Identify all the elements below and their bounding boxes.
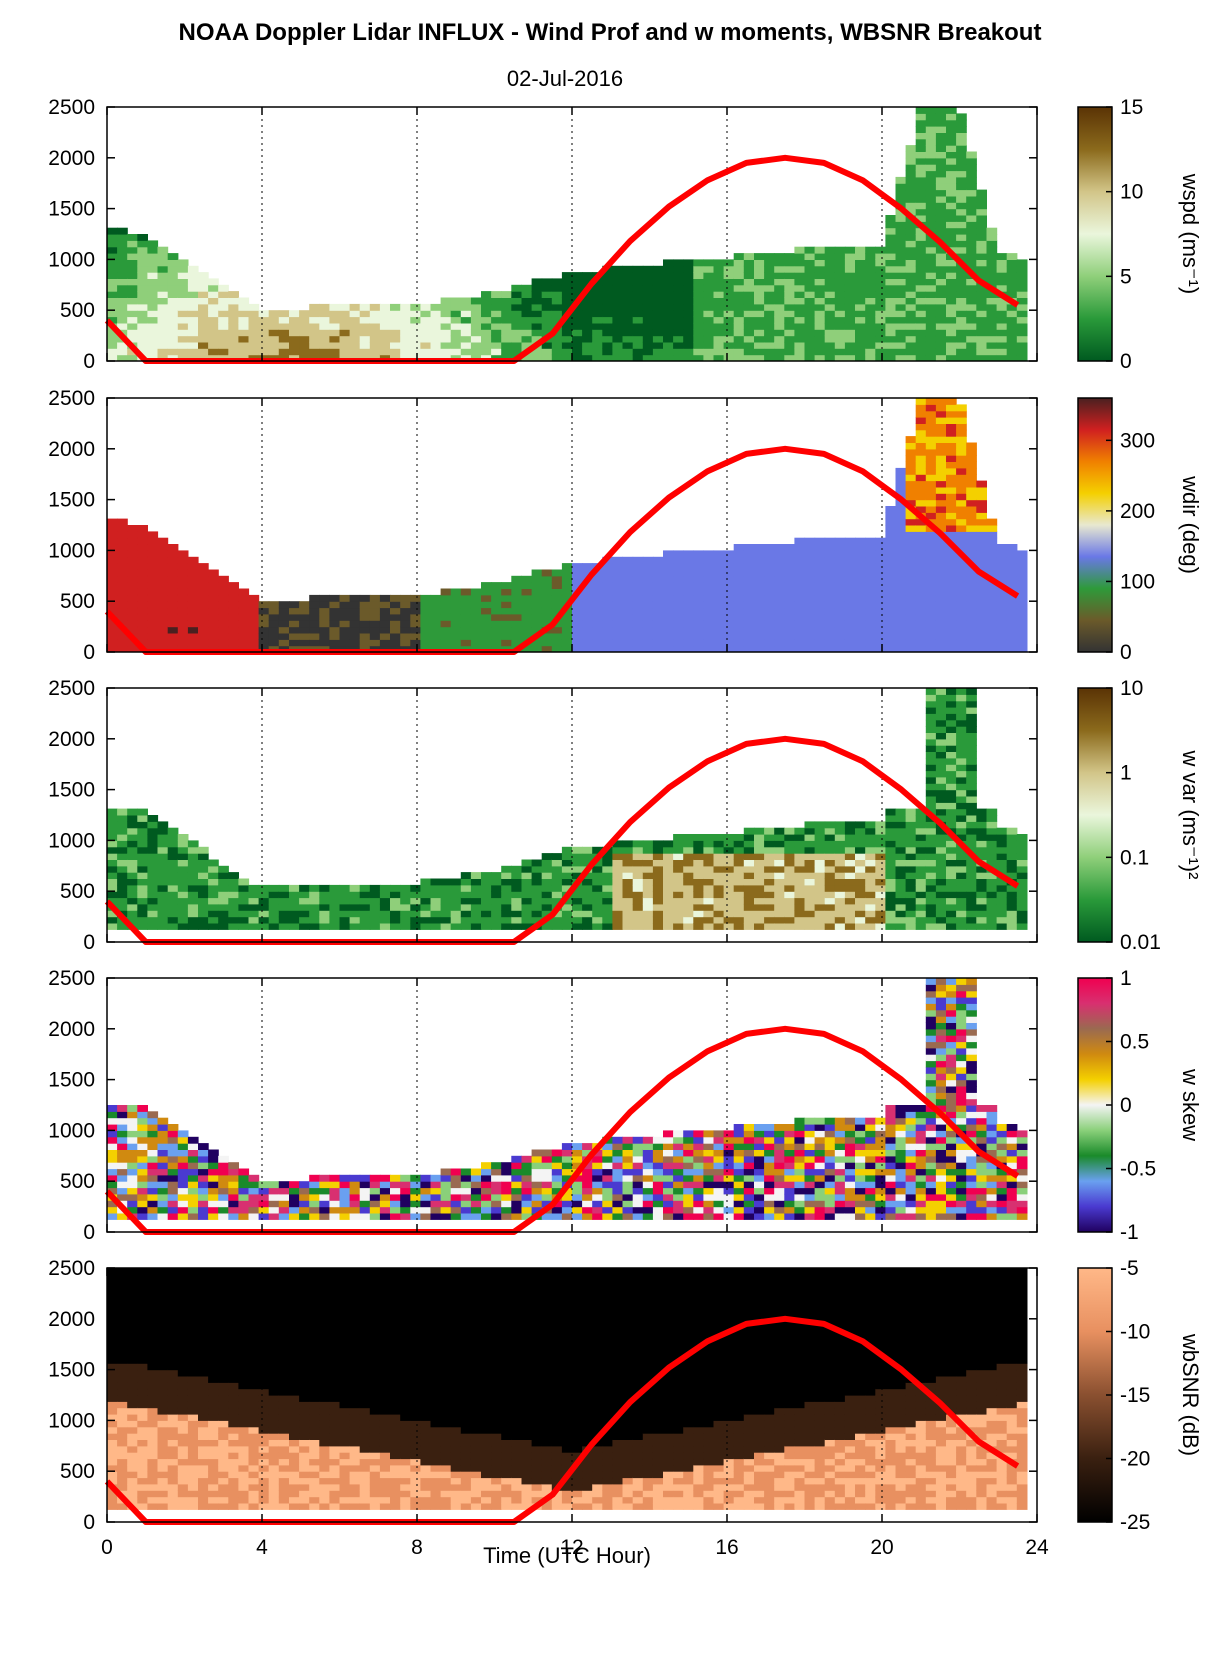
y-tick-label: 1500 [48,198,95,221]
y-tick-label: 2500 [48,967,95,990]
overlay-curve [104,1025,1020,1235]
y-tick-label: 1000 [48,1119,95,1142]
y-tick-label: 500 [60,590,95,613]
colorbar-tick-label: 200 [1120,500,1155,523]
colorbar [1077,687,1113,943]
y-tick-label: 1500 [48,1069,95,1092]
y-tick-label: 0 [83,931,95,954]
chart-subtitle: 02-Jul-2016 [507,66,623,91]
y-tick-label: 2000 [48,1308,95,1331]
overlay-curve [104,445,1020,655]
colorbar-tick-label: 10 [1120,181,1143,204]
y-tick-label: 0 [83,350,95,373]
y-tick-label: 1000 [48,539,95,562]
colorbar-tick-label: -25 [1120,1511,1150,1534]
colorbar-tick-label: -10 [1120,1321,1150,1344]
y-tick-label: 500 [60,880,95,903]
y-tick-label: 1500 [48,1359,95,1382]
colorbar-tick-label: 15 [1120,96,1143,119]
panel-w-skew: 0 500 1000 1500 2000 2500 -1 -0.5 0 0.5 1 w skew [48,967,1203,1244]
colorbar-tick-label: 1 [1120,762,1132,785]
colorbar-tick-label: 100 [1120,570,1155,593]
y-tick-label: 2500 [48,677,95,700]
colorbar-label: wdir (deg) [1178,475,1203,574]
colorbar-tick-label: 0.5 [1120,1031,1149,1054]
panel-w-var: 0 500 1000 1500 2000 2500 0.01 0.1 1 10 w var (ms⁻… [48,677,1203,954]
y-tick-label: 0 [83,1511,95,1534]
y-tick-label: 1000 [48,1409,95,1432]
panel-wdir: 0 500 1000 1500 2000 2500 0 100 200 300 wdir (deg) [48,387,1203,664]
colorbar-tick-label: 300 [1120,429,1155,452]
y-tick-label: 500 [60,1170,95,1193]
y-tick-label: 2000 [48,438,95,461]
x-tick-label: 20 [870,1536,893,1559]
colorbar-label: wspd (ms⁻¹) [1178,173,1203,294]
colorbar-tick-label: 0.01 [1120,931,1161,954]
panel-wspd: 0 500 1000 1500 2000 2500 0 5 10 15 wspd (ms⁻¹) [48,96,1203,373]
y-tick-label: 2000 [48,147,95,170]
colorbar-tick-label: 5 [1120,265,1132,288]
panel-wbSNR: 0 500 1000 1500 2000 2500 0 4 8 12 16 20 24 -25 -20 -15… [48,1257,1203,1559]
colorbar-tick-label: 1 [1120,967,1132,990]
colorbar-tick-label: -20 [1120,1448,1150,1471]
colorbar-tick-label: 0 [1120,1094,1132,1117]
y-tick-label: 0 [83,641,95,664]
x-tick-label: 0 [101,1536,113,1559]
y-tick-label: 1000 [48,248,95,271]
y-tick-label: 1000 [48,829,95,852]
y-tick-label: 2500 [48,96,95,119]
overlay-curve [104,735,1020,945]
x-tick-label: 12 [560,1536,583,1559]
colorbar-tick-label: 0.1 [1120,846,1149,869]
colorbar [1077,397,1113,653]
y-tick-label: 500 [60,299,95,322]
y-tick-label: 2000 [48,1018,95,1041]
y-tick-label: 2500 [48,387,95,410]
overlay-curve [104,1315,1020,1525]
colorbar-tick-label: -1 [1120,1221,1139,1244]
colorbar-tick-label: 10 [1120,677,1143,700]
x-axis-label: Time (UTC Hour) [483,1543,651,1568]
y-tick-label: 1500 [48,779,95,802]
y-tick-label: 0 [83,1221,95,1244]
colorbar-label: w skew [1178,1068,1203,1141]
colorbar-tick-label: 0 [1120,641,1132,664]
colorbar-tick-label: -0.5 [1120,1158,1156,1181]
y-tick-label: 500 [60,1460,95,1483]
overlay-curve [104,154,1020,364]
x-tick-label: 16 [715,1536,738,1559]
y-tick-label: 1500 [48,489,95,512]
colorbar-label: w var (ms⁻¹)² [1178,750,1203,880]
x-tick-label: 4 [256,1536,268,1559]
y-tick-label: 2500 [48,1257,95,1280]
chart-title: NOAA Doppler Lidar INFLUX - Wind Prof an… [179,19,1042,46]
y-tick-label: 2000 [48,728,95,751]
x-tick-label: 24 [1025,1536,1049,1559]
colorbar-tick-label: -5 [1120,1257,1139,1280]
colorbar [1077,106,1113,362]
colorbar-tick-label: -15 [1120,1384,1150,1407]
x-tick-label: 8 [411,1536,423,1559]
colorbar-tick-label: 0 [1120,350,1132,373]
colorbar-label: wbSNR (dB) [1178,1333,1203,1456]
